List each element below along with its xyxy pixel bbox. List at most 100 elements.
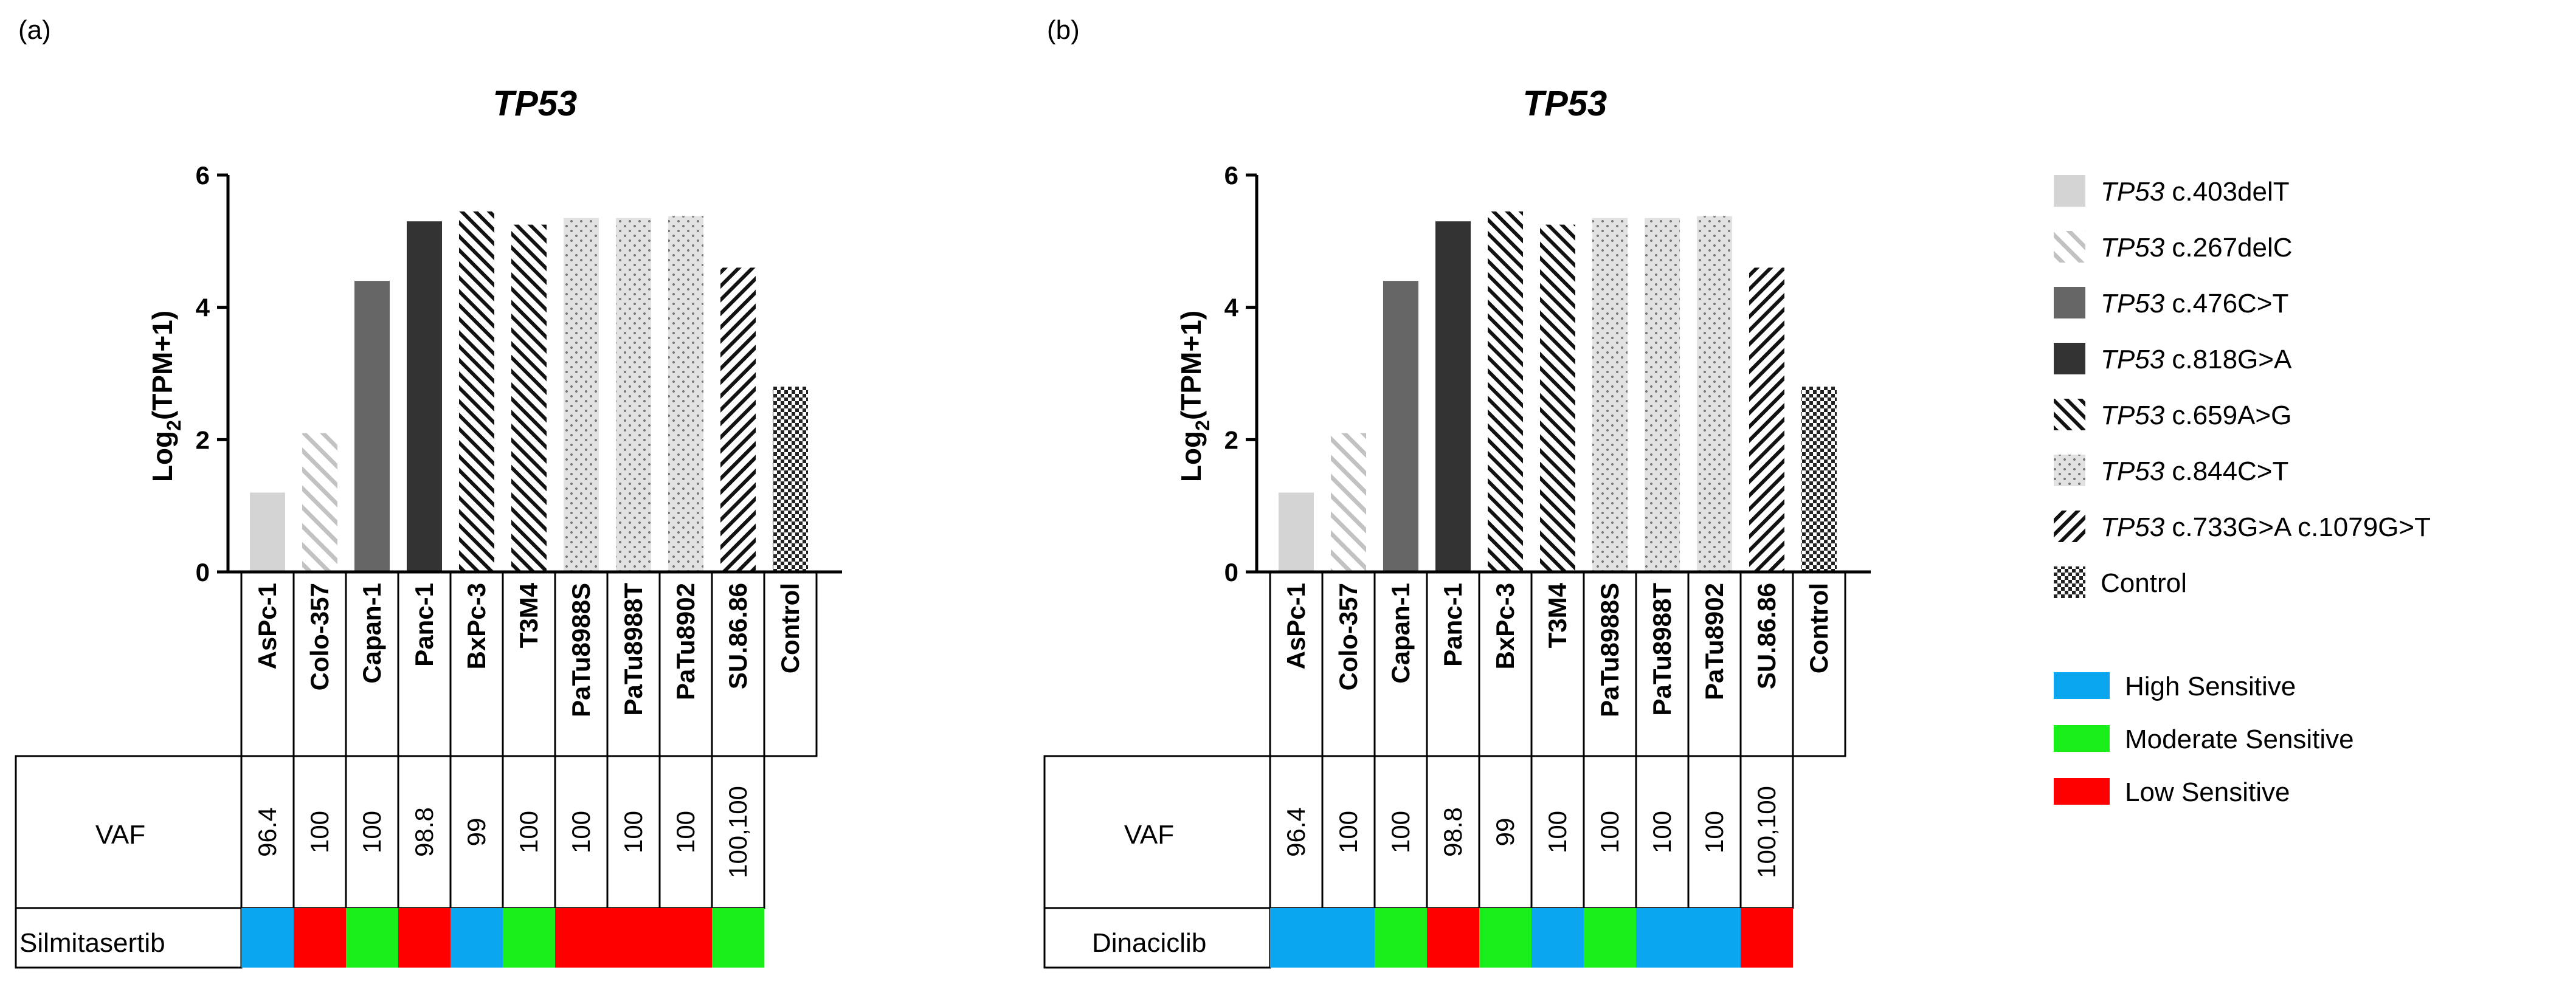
bar-patu8902: [1697, 216, 1732, 572]
category-label: Colo-357: [305, 583, 334, 690]
legend-label: TP53 c.659A>G: [2101, 401, 2291, 430]
y-tick-label: 6: [196, 161, 210, 190]
category-label: PaTu8902: [671, 583, 700, 700]
y-label-rest: (TPM+1): [1175, 311, 1207, 420]
legend-mutation: c.476C>T: [2164, 289, 2288, 318]
sensitivity-cell-low: [1427, 908, 1479, 968]
legend-label: Control: [2101, 568, 2187, 598]
category-label: BxPc-3: [462, 583, 491, 669]
y-tick-label: 0: [196, 558, 210, 587]
legend-gene: TP53: [2101, 345, 2165, 374]
category-label: BxPc-3: [1491, 583, 1519, 669]
sensitivity-cell-low: [660, 908, 712, 968]
y-label-main: Log: [147, 431, 178, 482]
y-tick-label: 6: [1224, 161, 1238, 190]
sensitivity-row: Silmitasertib: [15, 907, 764, 969]
vaf-table: VAF 96.4 100 100 98.8 99 100 100 100 100 100,100: [1043, 755, 1794, 909]
sensitivity-cell-high: [1322, 908, 1375, 968]
legend-swatch: [2054, 399, 2085, 430]
bar-patu8988s: [564, 218, 599, 572]
bar-bxpc-3: [1488, 211, 1523, 572]
panel-label: (a): [18, 15, 51, 45]
legend-mutation: c.733G>A c.1079G>T: [2164, 512, 2431, 542]
vaf-value: 100: [514, 811, 543, 853]
vaf-value: 96.4: [1282, 807, 1310, 857]
vaf-value: 100: [1648, 811, 1676, 853]
y-label-rest: (TPM+1): [147, 311, 178, 420]
legend-gene: TP53: [2101, 456, 2165, 486]
y-label-sub: 2: [1192, 420, 1214, 431]
vaf-value: 100: [1334, 811, 1362, 853]
bar-patu8988t: [616, 218, 651, 572]
category-label: PaTu8988S: [1595, 583, 1624, 717]
bars: [1279, 211, 1837, 572]
bar-capan-1: [354, 281, 390, 572]
vaf-value: 98.8: [1438, 807, 1467, 857]
sensitivity-cell-moderate: [712, 908, 764, 968]
vaf-label: VAF: [95, 820, 145, 850]
legend-mutation: c.818G>A: [2164, 345, 2292, 374]
legend-label: TP53 c.476C>T: [2101, 289, 2288, 318]
legend-label: TP53 c.403delT: [2101, 177, 2290, 207]
legend-swatch: [2054, 566, 2085, 598]
sensitivity-cell-high: [1270, 908, 1322, 968]
legend-swatch: [2054, 231, 2085, 263]
bar-t3m4: [1540, 224, 1575, 572]
legend-swatch: [2054, 287, 2085, 318]
bar-capan-1: [1383, 281, 1418, 572]
vaf-value: 99: [1491, 818, 1519, 847]
vaf-value: 100: [567, 811, 595, 853]
category-label: Panc-1: [1438, 583, 1467, 667]
drug-label: Silmitasertib: [19, 928, 165, 958]
y-label-main: Log: [1175, 431, 1207, 482]
category-label: Control: [1804, 583, 1833, 673]
y-axis-label: Log2(TPM+1): [1175, 311, 1214, 482]
legend-gene: TP53: [2101, 177, 2165, 207]
vaf-value: 100: [357, 811, 386, 853]
bar-control: [1801, 387, 1837, 572]
vaf-value: 100: [671, 811, 700, 853]
y-tick-label: 0: [1224, 558, 1238, 587]
category-label: Panc-1: [410, 583, 438, 667]
category-label: AsPc-1: [1282, 583, 1310, 669]
drug-label: Dinaciclib: [1092, 928, 1206, 958]
legend-swatch: [2054, 511, 2085, 542]
vaf-table: VAF 96.4 100 100 98.8 99 100 100 100 100 100,100: [15, 755, 765, 909]
chart-title: TP53: [1523, 84, 1607, 123]
sensitivity-row: Dinaciclib: [1043, 907, 1793, 969]
vaf-value: 100: [619, 811, 647, 853]
category-label: Capan-1: [357, 583, 386, 684]
sensitivity-cell-low: [555, 908, 607, 968]
legend-label: Moderate Sensitive: [2125, 724, 2354, 754]
category-cell: [1792, 571, 1846, 757]
vaf-value: 96.4: [253, 807, 281, 857]
vaf-value: 100,100: [723, 786, 752, 878]
sensitivity-cell-moderate: [346, 908, 398, 968]
legend-gene: TP53: [2101, 289, 2165, 318]
bar-bxpc-3: [459, 211, 494, 572]
vaf-value: 100: [1386, 811, 1415, 853]
vaf-value: 100,100: [1752, 786, 1781, 878]
y-ticks: 0 2 4 6: [1224, 161, 1257, 587]
vaf-value: 100: [1543, 811, 1572, 853]
sensitivity-cell-moderate: [1584, 908, 1636, 968]
panel-label: (b): [1047, 15, 1080, 45]
bar-patu8988s: [1592, 218, 1628, 572]
bar-aspc-1: [1279, 492, 1314, 572]
bar-colo-357: [1331, 433, 1366, 572]
legend-swatch: [2054, 175, 2085, 207]
category-label-table: AsPc-1 Colo-357 Capan-1 Panc-1 BxPc-3 T3M4 PaT…: [240, 571, 818, 757]
category-label: SU.86.86: [723, 583, 752, 689]
legend-gene: TP53: [2101, 512, 2165, 542]
bar-aspc-1: [250, 492, 285, 572]
legend-mutation: c.267delC: [2164, 233, 2292, 263]
sensitivity-cell-low: [398, 908, 451, 968]
sensitivity-legend: High Sensitive Moderate Sensitive Low Sens…: [2054, 672, 2354, 807]
legend-label: High Sensitive: [2125, 672, 2296, 701]
category-cell: [763, 571, 818, 757]
category-label-table: AsPc-1 Colo-357 Capan-1 Panc-1 BxPc-3 T3M4 PaT…: [1269, 571, 1846, 757]
